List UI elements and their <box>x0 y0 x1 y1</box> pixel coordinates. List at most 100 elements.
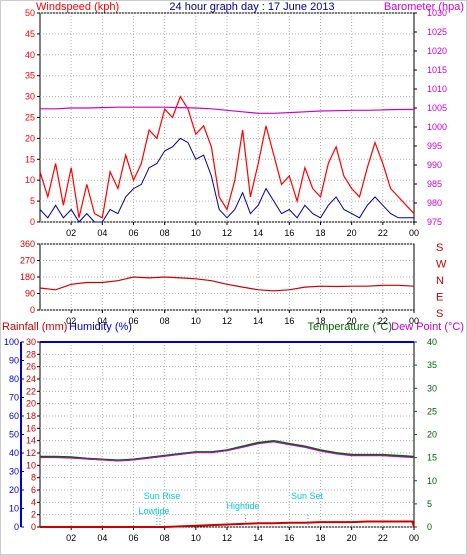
direction-panel-xtick-label: 02 <box>66 316 76 326</box>
wind-direction-line <box>39 276 415 292</box>
humidity-ytick-label: 10 <box>9 504 19 514</box>
humidity-ytick-label: 70 <box>9 393 19 403</box>
wind-panel-xtick-label: 04 <box>97 228 107 238</box>
rain-ytick-label: 10 <box>26 460 36 470</box>
direction-panel-xtick-label: 22 <box>378 316 388 326</box>
rain-ytick-label: 16 <box>26 423 36 433</box>
lowtide-label: Lowtide <box>138 506 169 516</box>
direction-panel-xtick-label: 18 <box>315 316 325 326</box>
baro-ytick-label: 1005 <box>427 103 447 113</box>
baro-ytick-label: 1020 <box>427 46 447 56</box>
humidity-ytick-label: 0 <box>14 522 19 532</box>
wind-panel-xtick-label: 10 <box>191 228 201 238</box>
rain-ytick-label: 20 <box>26 399 36 409</box>
wind-ytick-label: 10 <box>25 175 35 185</box>
barometer-line <box>40 106 414 114</box>
baro-ytick-label: 990 <box>427 160 442 170</box>
humidity-ytick-label: 50 <box>9 430 19 440</box>
windspeed-line <box>39 95 415 219</box>
direction-ytick-label: 270 <box>20 256 35 266</box>
wind-panel-xtick-label: 22 <box>378 228 388 238</box>
direction-ytick-label: 0 <box>30 305 35 315</box>
temp-panel-xtick-label: 22 <box>378 533 388 543</box>
temp-ytick-label: 10 <box>427 476 437 486</box>
temp-panel-xtick-label: 14 <box>253 533 263 543</box>
temp-panel-xtick-label: 12 <box>222 533 232 543</box>
humidity-ytick-label: 30 <box>9 467 19 477</box>
baro-ytick-label: 995 <box>427 141 442 151</box>
temp-ytick-label: 25 <box>427 406 437 416</box>
dewpoint-line <box>40 441 415 462</box>
temp-ytick-label: 0 <box>427 522 432 532</box>
wind-ytick-label: 40 <box>25 50 35 60</box>
compass-label: E <box>436 292 443 304</box>
rain-ytick-label: 28 <box>26 349 36 359</box>
wind-panel-xtick-label: 00 <box>409 228 419 238</box>
rain-ytick-label: 6 <box>31 485 36 495</box>
baro-ytick-label: 1025 <box>427 27 447 37</box>
baro-ytick-label: 1000 <box>427 122 447 132</box>
average-wind-line <box>39 137 414 223</box>
temp-panel-xtick-label: 20 <box>347 533 357 543</box>
wind-ytick-label: 15 <box>25 154 35 164</box>
compass-label: W <box>436 259 447 271</box>
wind-panel-xtick-label: 02 <box>66 228 76 238</box>
rain-ytick-label: 26 <box>26 362 36 372</box>
temp-panel-xtick-label: 10 <box>191 533 201 543</box>
baro-ytick-label: 1030 <box>427 8 447 18</box>
direction-panel-xtick-label: 06 <box>128 316 138 326</box>
direction-panel-xtick-label: 00 <box>409 316 419 326</box>
humidity-ytick-label: 80 <box>9 374 19 384</box>
wind-ytick-label: 20 <box>25 133 35 143</box>
wind-panel-xtick-label: 16 <box>284 228 294 238</box>
direction-ytick-label: 360 <box>20 239 35 249</box>
dewpoint-axis-label: Dew Point (°C) <box>391 321 464 333</box>
wind-panel-xtick-label: 06 <box>128 228 138 238</box>
humidity-ytick-label: 20 <box>9 485 19 495</box>
temp-ytick-label: 30 <box>427 383 437 393</box>
barometer-axis-label: Barometer (hpa) <box>384 1 464 13</box>
direction-panel-xtick-label: 20 <box>347 316 357 326</box>
direction-panel-xtick-label: 14 <box>253 316 263 326</box>
humidity-axis-label: Humidity (%) <box>69 321 132 333</box>
rain-ytick-label: 30 <box>26 337 36 347</box>
temp-panel-xtick-label: 04 <box>97 533 107 543</box>
direction-ytick-label: 90 <box>25 289 35 299</box>
temp-ytick-label: 15 <box>427 453 437 463</box>
compass-label: N <box>436 275 444 287</box>
rain-ytick-label: 2 <box>31 510 36 520</box>
wind-panel-xtick-label: 14 <box>253 228 263 238</box>
wind-ytick-label: 35 <box>25 71 35 81</box>
temp-ytick-label: 35 <box>427 360 437 370</box>
sunrise-label: Sun Rise <box>144 491 181 501</box>
compass-label: S <box>436 242 443 254</box>
rain-ytick-label: 8 <box>31 473 36 483</box>
rain-ytick-label: 22 <box>26 386 36 396</box>
temp-ytick-label: 40 <box>427 337 437 347</box>
temp-panel-xtick-label: 08 <box>160 533 170 543</box>
wind-ytick-label: 45 <box>25 29 35 39</box>
baro-ytick-label: 1015 <box>427 65 447 75</box>
wind-ytick-label: 5 <box>30 196 35 206</box>
temp-ytick-label: 5 <box>427 499 432 509</box>
rainfall-axis-label: Rainfall (mm) <box>2 321 67 333</box>
wind-panel-xtick-label: 18 <box>315 228 325 238</box>
humidity-ytick-label: 90 <box>9 356 19 366</box>
direction-panel-xtick-label: 12 <box>222 316 232 326</box>
direction-ytick-label: 180 <box>20 272 35 282</box>
humidity-ytick-label: 40 <box>9 448 19 458</box>
wind-ytick-label: 25 <box>25 113 35 123</box>
direction-panel-xtick-label: 10 <box>191 316 201 326</box>
wind-ytick-label: 0 <box>30 217 35 227</box>
baro-ytick-label: 975 <box>427 217 442 227</box>
rain-ytick-label: 0 <box>31 522 36 532</box>
windspeed-axis-label: Windspeed (kph) <box>36 1 119 13</box>
baro-ytick-label: 980 <box>427 198 442 208</box>
temp-panel-xtick-label: 02 <box>66 533 76 543</box>
temp-panel-xtick-label: 18 <box>315 533 325 543</box>
wind-ytick-label: 30 <box>25 92 35 102</box>
rainfall-line <box>40 520 415 528</box>
direction-panel-xtick-label: 16 <box>284 316 294 326</box>
